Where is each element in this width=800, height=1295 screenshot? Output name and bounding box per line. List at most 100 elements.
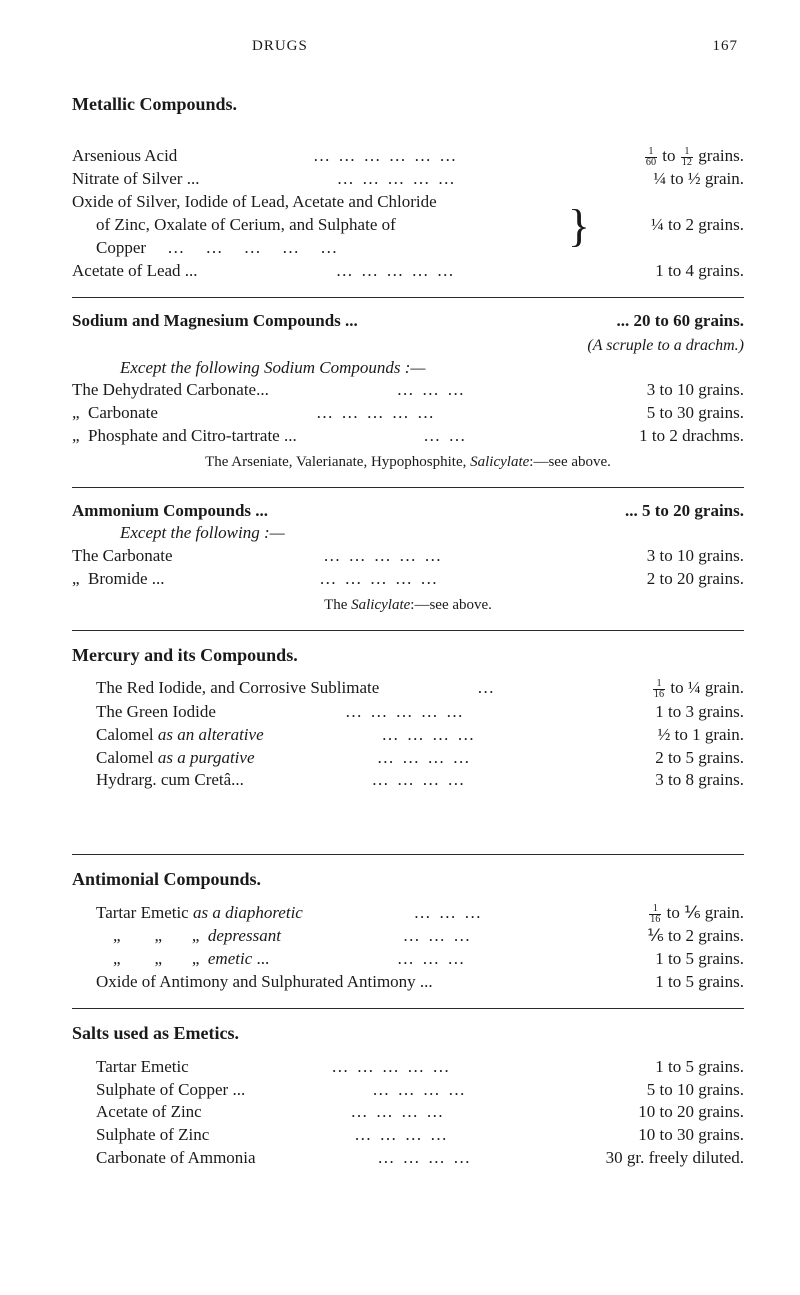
entry-calomel-pur: Calomel as a purgative … … … … 2 to 5 gr… [72, 747, 744, 770]
sodium-except: Except the following Sodium Compounds :— [72, 357, 744, 380]
entry-sulphate-zinc: Sulphate of Zinc … … … … 10 to 30 grains… [72, 1124, 744, 1147]
amm-bromide-dose: 2 to 20 grains. [594, 568, 744, 591]
emetic-label: „ „ „ emetic ... [72, 948, 269, 971]
section-ammonium: Ammonium Compounds ... ... 5 to 20 grain… [72, 500, 744, 616]
dots: … … … [275, 948, 588, 971]
phosphate-dose: 1 to 2 drachms. [594, 425, 744, 448]
dots: … … … … [251, 1079, 588, 1102]
entry-phosphate: „ Phosphate and Citro-tartrate ... … … 1… [72, 425, 744, 448]
carbonate-dose: 5 to 30 grains. [594, 402, 744, 425]
dots: … … … [287, 925, 588, 948]
acetate-dose: 1 to 4 grains. [594, 260, 744, 283]
calomel-alt-dose: ½ to 1 grain. [594, 724, 744, 747]
divider [72, 487, 744, 488]
carbonate-label: „ Carbonate [72, 402, 158, 425]
acet-zn-label: Acetate of Zinc [72, 1101, 202, 1124]
sodium-title-dose: ... 20 to 60 grains. [617, 310, 745, 333]
red-iodide-dose: 116 to ¼ grain. [594, 677, 744, 701]
arsenious-dose: 160 to 112 grains. [594, 145, 744, 169]
oxide-line2: of Zinc, Oxalate of Cerium, and Sulphate… [72, 214, 566, 237]
dots: … … … … … [164, 402, 588, 425]
sodium-subtitle: (A scruple to a drachm.) [72, 335, 744, 357]
entry-carbonate-ammonia: Carbonate of Ammonia … … … … 30 gr. free… [72, 1147, 744, 1170]
sulph-zn-dose: 10 to 30 grains. [594, 1124, 744, 1147]
amm-bromide-label: „ Bromide ... [72, 568, 165, 591]
mercury-title: Mercury and its Compounds. [72, 643, 744, 667]
entry-green-iodide: The Green Iodide … … … … … 1 to 3 grains… [72, 701, 744, 724]
dots: … … … … [250, 769, 588, 792]
entry-sulphate-copper: Sulphate of Copper ... … … … … 5 to 10 g… [72, 1079, 744, 1102]
oxide-dose: ¼ to 2 grains. [594, 214, 744, 237]
amm-carbonate-dose: 3 to 10 grains. [594, 545, 744, 568]
carb-amm-dose: 30 gr. freely diluted. [594, 1147, 744, 1170]
dots: … … … … … [171, 568, 588, 591]
dots: … … … [309, 902, 588, 925]
amm-carbonate-label: The Carbonate [72, 545, 173, 568]
calomel-pur-label: Calomel as a purgative [72, 747, 255, 770]
dots: … … … … [215, 1124, 588, 1147]
dots: … … … … [208, 1101, 588, 1124]
divider [72, 854, 744, 855]
divider [72, 1008, 744, 1009]
hydrarg-label: Hydrarg. cum Cretâ... [72, 769, 244, 792]
ammonium-title: Ammonium Compounds ... [72, 500, 268, 523]
entry-hydrarg: Hydrarg. cum Cretâ... … … … … 3 to 8 gra… [72, 769, 744, 792]
entry-acetate-zinc: Acetate of Zinc … … … … 10 to 20 grains. [72, 1101, 744, 1124]
section-mercury: Mercury and its Compounds. The Red Iodid… [72, 643, 744, 793]
salts-title: Salts used as Emetics. [72, 1021, 744, 1045]
entry-tartar-emetic: Tartar Emetic … … … … … 1 to 5 grains. [72, 1056, 744, 1079]
metallic-title: Metallic Compounds. [72, 92, 744, 116]
section-antimonial: Antimonial Compounds. Tartar Emetic as a… [72, 867, 744, 994]
dots: … … … … [261, 747, 589, 770]
entry-diaphoretic: Tartar Emetic as a diaphoretic … … … 116… [72, 902, 744, 926]
dots: … … … … … [222, 701, 588, 724]
dots: … … … … … [204, 260, 588, 283]
oxide-antimony-dose: 1 to 5 grains. [594, 971, 744, 994]
tartar-dose: 1 to 5 grains. [594, 1056, 744, 1079]
ammonium-title-dose: ... 5 to 20 grains. [625, 500, 744, 523]
tartar-label: Tartar Emetic [72, 1056, 189, 1079]
hydrarg-dose: 3 to 8 grains. [594, 769, 744, 792]
depressant-dose: ⅙ to 2 grains. [594, 925, 744, 948]
page-number: 167 [713, 36, 739, 56]
nitrate-dose: ¼ to ½ grain. [594, 168, 744, 191]
depressant-label: „ „ „ depressant [72, 925, 281, 948]
oxide-antimony-label: Oxide of Antimony and Sulphurated Antimo… [72, 971, 433, 994]
oxide-line3: Copper … … … … … [72, 237, 566, 260]
arsenious-label: Arsenious Acid [72, 145, 177, 168]
nitrate-label: Nitrate of Silver ... [72, 168, 199, 191]
phosphate-label: „ Phosphate and Citro-tartrate ... [72, 425, 297, 448]
dots: … … … … [262, 1147, 588, 1170]
sulph-zn-label: Sulphate of Zinc [72, 1124, 209, 1147]
carb-amm-label: Carbonate of Ammonia [72, 1147, 256, 1170]
brace-icon: } [566, 203, 594, 249]
page-header: DRUGS 167 [72, 36, 744, 56]
section-sodium: Sodium and Magnesium Compounds ... ... 2… [72, 310, 744, 473]
entry-carbonate: „ Carbonate … … … … … 5 to 30 grains. [72, 402, 744, 425]
entry-nitrate: Nitrate of Silver ... … … … … … ¼ to ½ g… [72, 168, 744, 191]
dots: … … … … … [205, 168, 588, 191]
section-metallic: Metallic Compounds. Arsenious Acid … … …… [72, 92, 744, 283]
entry-red-iodide: The Red Iodide, and Corrosive Sublimate … [72, 677, 744, 701]
dots: … [385, 677, 588, 700]
entry-oxide-antimony: Oxide of Antimony and Sulphurated Antimo… [72, 971, 744, 994]
dots: … … [303, 425, 588, 448]
entry-acetate-lead: Acetate of Lead ... … … … … … 1 to 4 gra… [72, 260, 744, 283]
emetic-dose: 1 to 5 grains. [594, 948, 744, 971]
dots: … … … … … [195, 1056, 588, 1079]
divider [72, 630, 744, 631]
divider [72, 297, 744, 298]
section-salts: Salts used as Emetics. Tartar Emetic … …… [72, 1021, 744, 1170]
dots: … … … … [270, 724, 588, 747]
diaphoretic-label: Tartar Emetic as a diaphoretic [72, 902, 303, 925]
antimonial-title: Antimonial Compounds. [72, 867, 744, 891]
entry-oxide-group: Oxide of Silver, Iodide of Lead, Acetate… [72, 191, 744, 260]
green-iodide-label: The Green Iodide [72, 701, 216, 724]
header-title: DRUGS [252, 36, 308, 56]
entry-depressant: „ „ „ depressant … … … ⅙ to 2 grains. [72, 925, 744, 948]
dehydrated-dose: 3 to 10 grains. [594, 379, 744, 402]
diaphoretic-dose: 116 to ⅙ grain. [594, 902, 744, 926]
dehydrated-label: The Dehydrated Carbonate... [72, 379, 269, 402]
red-iodide-label: The Red Iodide, and Corrosive Sublimate [72, 677, 379, 700]
entry-emetic: „ „ „ emetic ... … … … 1 to 5 grains. [72, 948, 744, 971]
